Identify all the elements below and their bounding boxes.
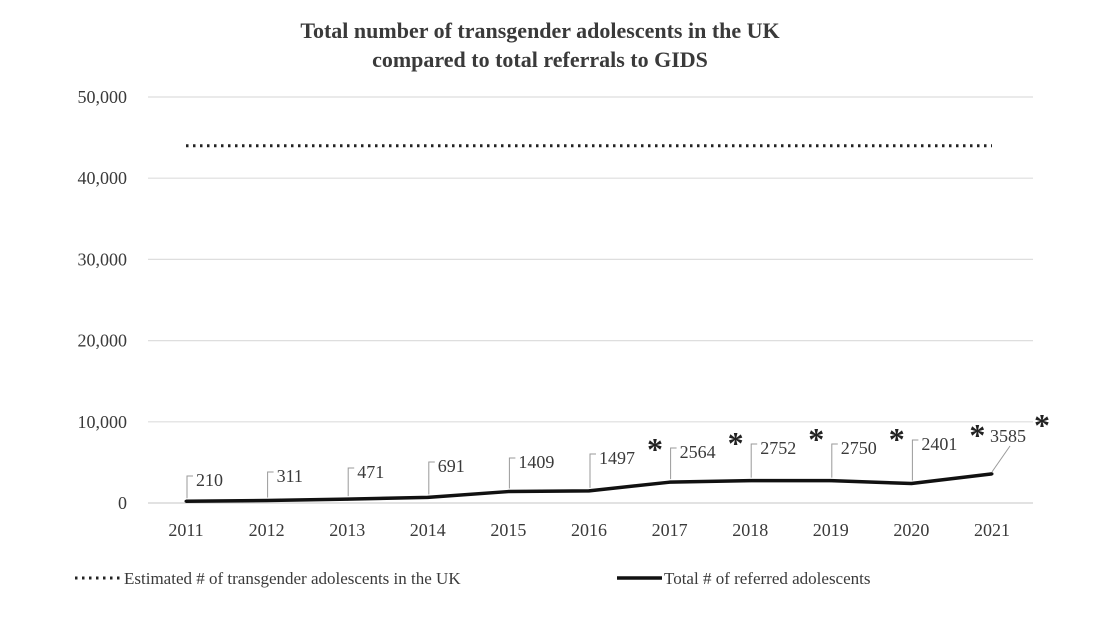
x-tick-label: 2021 bbox=[974, 520, 1010, 540]
callout-leader bbox=[348, 468, 354, 496]
callout-leader bbox=[590, 454, 596, 488]
callout-leader bbox=[509, 458, 515, 489]
callout-leader bbox=[671, 448, 677, 479]
x-tick-label: 2012 bbox=[249, 520, 285, 540]
data-label: 2401 bbox=[921, 434, 957, 454]
y-tick-label: 20,000 bbox=[78, 331, 128, 351]
x-tick-label: 2018 bbox=[732, 520, 768, 540]
data-label: 210 bbox=[196, 470, 223, 490]
chart-subtitle: compared to total referrals to GIDS bbox=[372, 47, 708, 72]
callout-leader bbox=[429, 462, 435, 494]
x-tick-label: 2015 bbox=[490, 520, 526, 540]
series-line-referred bbox=[186, 474, 992, 501]
data-label: 471 bbox=[357, 462, 384, 482]
data-label: 2564 bbox=[680, 442, 716, 462]
point-referred bbox=[991, 472, 994, 475]
x-tick-label: 2017 bbox=[652, 520, 688, 540]
asterisk-marker: * bbox=[647, 431, 663, 467]
data-label-callouts: 210 311 471 691 1409 1497 * 2564 * 2752 * 2750 * 2401… bbox=[187, 407, 1050, 498]
data-label: 311 bbox=[277, 466, 303, 486]
chart-title: Total number of transgender adolescents … bbox=[300, 18, 779, 43]
x-tick-label: 2011 bbox=[168, 520, 203, 540]
callout-leader bbox=[832, 444, 838, 478]
point-referred bbox=[829, 479, 832, 482]
data-label: 1409 bbox=[518, 452, 554, 472]
asterisk-marker: * bbox=[1034, 407, 1050, 443]
data-label: 2752 bbox=[760, 438, 796, 458]
callout-leader bbox=[751, 444, 757, 478]
y-tick-label: 40,000 bbox=[78, 168, 128, 188]
asterisk-marker: * bbox=[889, 421, 905, 457]
x-tick-label: 2014 bbox=[410, 520, 446, 540]
data-label: 691 bbox=[438, 456, 465, 476]
x-tick-label: 2013 bbox=[329, 520, 365, 540]
callout-leader bbox=[187, 476, 193, 498]
point-referred bbox=[668, 481, 671, 484]
callout-leader bbox=[268, 472, 274, 497]
point-referred bbox=[507, 490, 510, 493]
point-referred bbox=[910, 482, 913, 485]
legend: Estimated # of transgender adolescents i… bbox=[75, 569, 871, 588]
point-referred bbox=[265, 499, 268, 502]
point-referred bbox=[185, 500, 188, 503]
x-tick-label: 2016 bbox=[571, 520, 607, 540]
callout-leader bbox=[912, 440, 918, 481]
y-tick-label: 30,000 bbox=[78, 249, 128, 269]
point-referred bbox=[588, 489, 591, 492]
x-tick-label: 2019 bbox=[813, 520, 849, 540]
y-tick-label: 50,000 bbox=[78, 87, 128, 107]
y-tick-label: 10,000 bbox=[78, 412, 128, 432]
data-label: 3585 bbox=[990, 426, 1026, 446]
point-referred bbox=[426, 496, 429, 499]
point-referred bbox=[749, 479, 752, 482]
y-axis-tick-labels: 0 10,000 20,000 30,000 40,000 50,000 bbox=[78, 87, 128, 513]
asterisk-marker: * bbox=[728, 425, 744, 461]
asterisk-marker: * bbox=[808, 421, 824, 457]
data-label: 2750 bbox=[841, 438, 877, 458]
point-referred bbox=[346, 498, 349, 501]
asterisk-marker: * bbox=[969, 417, 985, 453]
x-axis-tick-labels: 2011 2012 2013 2014 2015 2016 2017 2018 2019 2020… bbox=[168, 520, 1010, 540]
x-tick-label: 2020 bbox=[893, 520, 929, 540]
legend-label-referred: Total # of referred adolescents bbox=[664, 569, 871, 588]
legend-label-estimated: Estimated # of transgender adolescents i… bbox=[124, 569, 461, 588]
data-label: 1497 bbox=[599, 448, 635, 468]
y-tick-label: 0 bbox=[118, 493, 127, 513]
callout-leader bbox=[992, 446, 1010, 472]
